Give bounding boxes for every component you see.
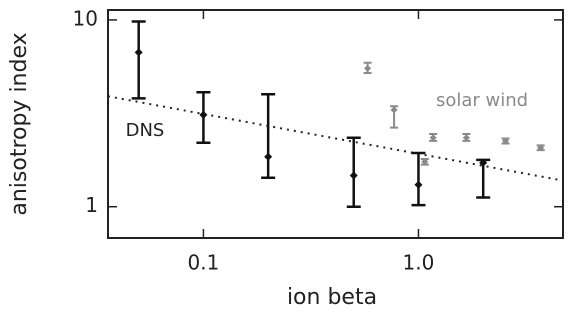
data-point — [134, 48, 143, 57]
data-point — [537, 144, 545, 152]
x-tick-label: 0.1 — [188, 251, 220, 275]
y-tick-label: 1 — [85, 193, 98, 217]
data-point — [502, 137, 510, 145]
legend-label: solar wind — [436, 90, 528, 111]
data-point — [414, 180, 423, 189]
data-point — [462, 134, 470, 142]
data-point — [479, 158, 488, 167]
x-axis-label: ion beta — [287, 285, 377, 310]
data-point — [390, 106, 398, 114]
y-axis-label: anisotropy index — [7, 32, 32, 215]
data-point — [349, 171, 358, 180]
error-bar — [411, 151, 426, 207]
y-tick-label: 10 — [73, 6, 98, 30]
error-bar — [261, 92, 276, 179]
data-point — [264, 152, 273, 161]
x-tick-label: 1.0 — [403, 251, 435, 275]
plot-frame — [107, 9, 564, 239]
legend-label: DNS — [126, 120, 165, 141]
fit-line — [107, 95, 564, 182]
data-point — [364, 64, 372, 72]
error-bar — [131, 20, 146, 100]
data-point — [421, 158, 429, 166]
data-point — [429, 134, 437, 142]
data-point — [199, 110, 208, 119]
